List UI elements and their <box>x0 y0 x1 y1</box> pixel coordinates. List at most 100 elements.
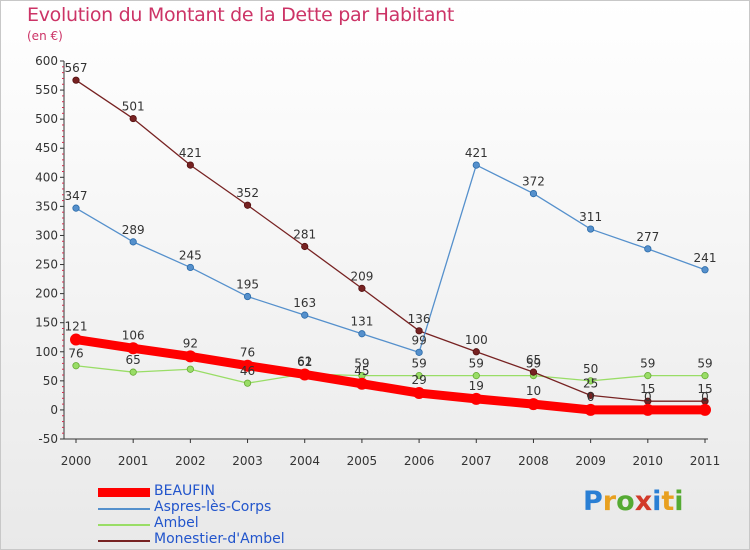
data-label-monestier: 209 <box>350 269 373 283</box>
data-label-beaufin: 76 <box>240 346 255 360</box>
data-point-aspres <box>301 311 309 319</box>
data-point-beaufin <box>584 403 597 416</box>
data-label-monestier: 501 <box>122 100 145 114</box>
data-point-monestier <box>358 284 366 292</box>
data-label-beaufin: 92 <box>183 336 198 350</box>
data-label-aspres: 289 <box>122 223 145 237</box>
legend-swatch-aspres <box>98 508 150 510</box>
data-point-monestier <box>186 161 194 169</box>
x-tick-label: 2007 <box>461 454 492 468</box>
legend-label-beaufin: BEAUFIN <box>154 483 215 499</box>
data-label-aspres: 241 <box>694 251 717 265</box>
series-line-monestier <box>75 79 706 402</box>
data-point-beaufin <box>470 392 483 405</box>
chart-title: Evolution du Montant de la Dette par Hab… <box>27 4 455 26</box>
data-label-beaufin: 61 <box>297 354 312 368</box>
x-tick-label: 2004 <box>289 454 320 468</box>
data-label-monestier: 281 <box>293 228 316 242</box>
data-point-beaufin <box>241 359 254 372</box>
data-point-aspres <box>129 238 137 246</box>
data-label-ambel: 50 <box>583 362 598 376</box>
data-label-aspres: 195 <box>236 278 259 292</box>
data-label-beaufin: 45 <box>354 364 369 378</box>
data-point-aspres <box>243 292 252 301</box>
y-tick-label: 450 <box>35 141 58 155</box>
data-point-beaufin <box>527 398 540 411</box>
data-point-aspres <box>72 204 80 212</box>
data-point-beaufin <box>184 350 197 363</box>
data-point-beaufin <box>699 403 711 416</box>
x-tick-label: 2005 <box>347 454 378 468</box>
data-label-aspres: 245 <box>179 248 202 262</box>
data-point-ambel <box>644 372 652 380</box>
y-tick-label: 0 <box>50 403 58 417</box>
x-tick-label: 2006 <box>404 454 435 468</box>
chart-unit-label: (en €) <box>27 29 63 43</box>
data-point-ambel <box>243 379 252 387</box>
data-point-aspres <box>472 161 480 169</box>
y-tick-label: 500 <box>35 112 58 126</box>
data-point-beaufin <box>355 377 368 390</box>
y-tick-label: 300 <box>35 228 58 242</box>
data-label-monestier: 567 <box>65 61 88 75</box>
data-point-monestier <box>243 201 252 209</box>
data-point-monestier <box>472 348 480 356</box>
y-tick-label: 350 <box>35 199 58 213</box>
proxiti-logo: Proxiti <box>583 486 684 517</box>
data-point-aspres <box>186 263 194 272</box>
data-label-aspres: 99 <box>411 333 426 347</box>
data-point-aspres <box>415 348 423 356</box>
data-label-aspres: 131 <box>350 315 373 329</box>
series-line-aspres <box>75 164 706 354</box>
data-point-beaufin <box>127 342 140 355</box>
data-label-beaufin: 106 <box>122 328 145 342</box>
data-label-ambel: 59 <box>640 357 655 371</box>
data-label-monestier: 352 <box>236 186 259 200</box>
data-point-monestier <box>415 327 423 335</box>
data-point-ambel <box>587 377 595 385</box>
legend-swatch-monestier <box>98 540 150 542</box>
data-label-ambel: 59 <box>411 357 426 371</box>
x-tick-label: 2011 <box>690 454 721 468</box>
legend-swatch-ambel <box>98 524 150 526</box>
data-point-beaufin <box>641 403 654 416</box>
x-tick-label: 2002 <box>175 454 206 468</box>
data-label-beaufin: 0 <box>587 390 595 404</box>
data-label-monestier: 136 <box>408 312 431 326</box>
data-label-ambel: 59 <box>354 357 369 371</box>
data-label-ambel: 65 <box>126 353 141 367</box>
data-point-ambel <box>701 372 709 380</box>
legend-label-ambel: Ambel <box>154 515 199 531</box>
data-point-ambel <box>186 365 194 373</box>
legend-swatch-beaufin <box>98 488 150 497</box>
x-tick-label: 2009 <box>575 454 606 468</box>
data-label-beaufin: 29 <box>411 373 426 387</box>
data-label-aspres: 277 <box>636 230 659 244</box>
y-tick-label: 400 <box>35 170 58 184</box>
data-point-monestier <box>72 76 80 84</box>
data-label-aspres: 372 <box>522 175 545 189</box>
data-label-ambel: 59 <box>526 357 541 371</box>
data-label-monestier: 100 <box>465 333 488 347</box>
series-line-ambel <box>75 365 706 384</box>
data-point-aspres <box>529 189 538 198</box>
x-tick-label: 2010 <box>633 454 664 468</box>
data-label-monestier: 421 <box>179 146 202 160</box>
data-label-ambel: 46 <box>240 364 255 378</box>
x-tick-label: 2000 <box>61 454 92 468</box>
data-label-ambel: 76 <box>68 347 83 361</box>
data-point-aspres <box>644 245 652 253</box>
data-point-aspres <box>358 330 366 338</box>
data-point-monestier <box>529 368 538 376</box>
data-label-aspres: 347 <box>65 189 88 203</box>
data-point-aspres <box>701 266 709 274</box>
data-label-beaufin: 0 <box>701 390 709 404</box>
data-label-beaufin: 121 <box>65 320 88 334</box>
data-point-beaufin <box>413 387 426 400</box>
data-point-ambel <box>129 368 137 376</box>
data-point-beaufin <box>70 333 82 346</box>
data-point-aspres <box>587 225 595 233</box>
y-tick-label: 550 <box>35 83 58 97</box>
data-point-beaufin <box>298 368 311 381</box>
